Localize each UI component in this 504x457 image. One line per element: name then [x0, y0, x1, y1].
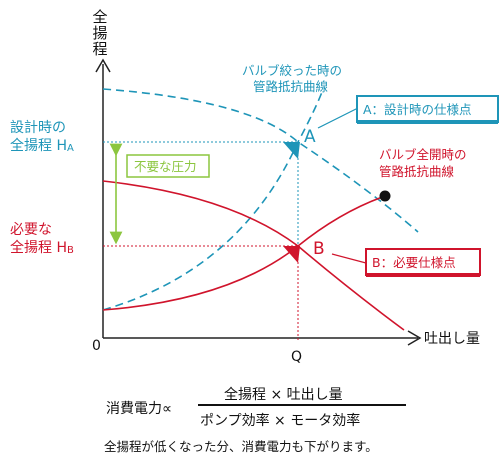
callout-a-underline [357, 120, 498, 124]
callout-b-underline [366, 273, 480, 277]
throttled-curve-label-1: バルブ絞った時の [242, 63, 342, 78]
power-formula: 消費電力∝ 全揚程 × 吐出し量 ポンプ効率 × モータ効率 全揚程が低くなった… [0, 376, 504, 456]
point-b-label: B [313, 239, 325, 259]
callout-a-box [356, 95, 499, 123]
design-head-label-1: 設計時の [10, 120, 66, 136]
point-b-marker [283, 246, 300, 263]
x-axis-arrow [407, 330, 422, 346]
callout-a-leader [317, 107, 359, 129]
formula-note: 全揚程が低くなった分、消費電力も下がります。 [104, 439, 378, 454]
design-head-label-2: 全揚程 HA [10, 137, 74, 154]
callout-a-text: A：設計時の仕様点 [363, 102, 472, 117]
throttled-system-curve [102, 91, 323, 311]
y-axis-arrow [95, 58, 111, 73]
formula-fraction-bar [198, 404, 406, 406]
callout-b-leader [331, 253, 367, 264]
callout-b-text: B：必要仕様点 [372, 255, 456, 270]
pump-curve-diagram: 全 揚 程 吐出し量 0 Q A B A：設計時の仕様点 B：必要仕様点 バルブ… [10, 8, 499, 365]
required-head-label-2: 全揚程 HB [10, 239, 74, 256]
formula-denominator: ポンプ効率 × モータ効率 [200, 413, 361, 429]
origin-label: 0 [92, 338, 101, 354]
point-a-label: A [304, 127, 316, 147]
required-head-label-1: 必要な [10, 222, 52, 238]
svg-text:揚: 揚 [92, 24, 107, 42]
throttled-curve-label-2: 管路抵抗曲線 [253, 79, 329, 94]
y-axis-label: 全 揚 程 [92, 8, 107, 58]
formula-lhs: 消費電力∝ [106, 401, 173, 417]
formula-numerator: 全揚程 × 吐出し量 [224, 387, 343, 403]
pump-curve-solid [102, 180, 405, 331]
svg-text:程: 程 [92, 40, 107, 58]
open-system-curve [102, 195, 386, 311]
open-curve-label-1: バルブ全開時の [379, 147, 467, 162]
unnecessary-pressure-label: 不要な圧力 [134, 159, 197, 174]
svg-text:全: 全 [92, 8, 107, 26]
point-a-marker [283, 142, 300, 159]
x-axis-label: 吐出し量 [424, 331, 480, 347]
unnecessary-pressure-box [126, 154, 210, 178]
callout-b-box [365, 248, 481, 276]
open-curve-end-dot [379, 190, 391, 202]
open-curve-label-2: 管路抵抗曲線 [379, 164, 455, 179]
axes [95, 58, 422, 346]
q-tick-label: Q [291, 349, 302, 365]
